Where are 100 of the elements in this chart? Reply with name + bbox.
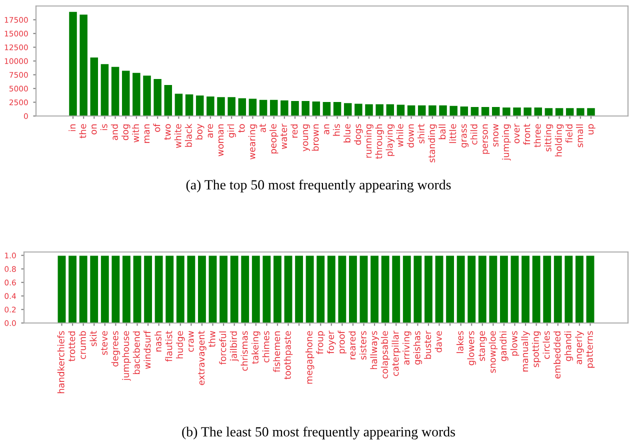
x-tick-label: sitting [544,124,554,152]
x-tick-label: in [68,124,76,132]
x-tick-label: girl [227,124,236,138]
x-tick-label: plows [510,331,520,356]
x-tick-label: the [79,124,86,138]
x-tick-label: is [100,124,108,130]
x-tick-label: black [184,124,192,147]
x-tick-label: colapsable [380,331,390,378]
x-tick-label: water [280,124,288,149]
x-tick-label: are [208,124,214,138]
x-tick-label: little [449,124,456,143]
x-tick-label: gandhi [500,331,508,362]
x-tick-label: stange [478,331,487,361]
x-tick-label: flautist [165,330,172,362]
x-tick-label: small [576,124,584,148]
x-tick-label: front [523,124,530,145]
x-tick-label: three [534,124,541,148]
x-tick-label: trotted [68,331,76,362]
x-tick-label: red [290,124,298,138]
x-tick-label: craw [188,331,194,352]
text: (b) The least 50 most frequently appearing words [182,426,455,440]
x-tick-label: degrees [111,331,120,366]
x-tick-label: froup [316,331,325,354]
x-tick-label: caterpillar [392,330,400,376]
x-tick-label: down [406,124,414,148]
x-tick-label: white [174,124,182,148]
x-tick-label: grass [462,124,469,148]
x-tick-label: snowploe [488,331,498,373]
x-tick-label: manually [521,330,530,372]
x-tick-label: thw [208,331,216,348]
x-tick-label: proof [338,330,347,354]
x-tick-label: embedded [554,331,561,379]
x-tick-label: while [396,124,404,147]
x-tick-label: and [110,124,118,140]
x-tick-label: hudge [176,331,185,358]
x-tick-label: skit [90,330,97,346]
x-tick-label: ball [438,124,446,140]
x-tick-label: of [153,123,160,132]
x-tick-label: backbend [132,331,140,374]
x-tick-label: lakes [456,331,464,353]
x-tick-label: reared [348,331,356,360]
x-tick-label: forceful [219,331,226,365]
x-tick-label: geishas [413,331,422,365]
x-tick-label: over [514,124,520,144]
x-tick-label: boy [195,124,204,140]
x-tick-label: circles [542,331,550,359]
x-tick-label: two [164,124,171,140]
x-tick-label: child [470,124,478,145]
x-tick-label: holding [554,124,564,156]
x-tick-label: running [364,124,374,158]
x-tick-label: people [269,124,278,154]
x-tick-label: playing [386,124,395,156]
x-tick-label: dogs [354,124,363,145]
x-tick-label: standing [428,124,437,162]
x-tick-label: steve [101,331,108,355]
x-tick-label: crumb [78,331,86,360]
x-tick-label: takeing [252,331,260,364]
x-tick-label: on [92,124,97,134]
x-tick-label: patterns [586,331,595,368]
x-tick-label: blue [343,124,350,142]
x-tick-label: toothpaste [284,331,293,380]
x-tick-label: arriving [402,331,412,365]
x-tick-label: an [324,124,330,134]
x-tick-label: at [259,124,266,132]
x-tick-label: chimes [262,331,270,362]
x-tick-label: to [238,124,245,132]
x-tick-label: megaphone [305,331,314,384]
x-tick-label: woman [218,124,224,156]
x-tick-label: jailbird [230,331,239,362]
x-tick-label: ghandi [564,331,574,362]
x-tick-label: field [565,124,572,143]
x-tick-label: wearing [248,124,258,160]
x-tick-label: with [132,124,139,142]
x-tick-label: nash [154,331,162,352]
x-tick-label: through [375,124,384,159]
x-tick-label: hallways [370,331,379,370]
x-tick-label: jumphouse [122,331,131,381]
x-tick-label: glowers [467,331,476,366]
x-tick-label: spotting [532,331,541,368]
x-tick-label: snow [493,124,498,146]
x-tick-label: extravagent [198,330,206,386]
x-tick-label: shirt [417,124,424,144]
x-tick-label: up [588,124,596,134]
x-tick-label: dave [434,331,442,352]
x-tick-label: brown [312,124,319,151]
x-tick-label: windsurf [144,330,151,369]
x-tick-label: man [144,124,150,143]
x-tick-label: foyer [327,330,336,354]
text: (a) The top 50 most frequently appearing words [186,180,451,192]
x-tick-label: sisters [359,331,366,360]
x-tick-label: handkerchiefs [57,331,64,394]
x-tick-label: person [482,124,490,154]
x-tick-label: dog [121,124,130,140]
x-tick-label: angerly [575,330,584,364]
x-tick-label: fishemen [273,331,280,372]
x-tick-label: buster [424,330,432,359]
x-tick-label: chrismas [240,331,248,371]
x-tick-label: jumping [502,124,511,161]
x-tick-label: young [303,124,310,152]
x-tick-label: his [332,124,340,136]
